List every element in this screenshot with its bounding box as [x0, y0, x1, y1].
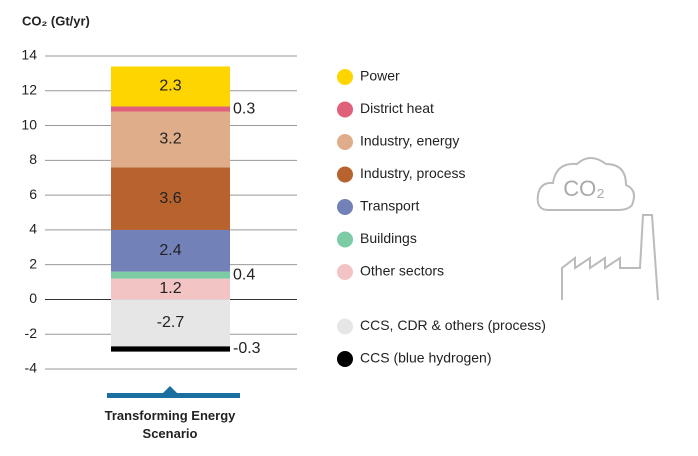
legend-swatch: [337, 101, 353, 118]
y-tick-label: 2: [29, 255, 37, 271]
icon-label: CO₂: [563, 176, 605, 201]
bar-segment: [111, 229, 230, 272]
legend-swatch: [337, 69, 353, 85]
legend-label: Power: [360, 68, 400, 84]
bar-segment: [111, 271, 230, 279]
legend-label: CCS, CDR & others (process): [360, 317, 546, 333]
y-tick-label: 6: [29, 186, 37, 202]
legend-swatch: [337, 318, 353, 335]
data-label: 1.2: [159, 280, 181, 297]
data-label: 0.4: [233, 266, 255, 283]
y-tick-label: 10: [21, 116, 37, 132]
legend-label: Other sectors: [360, 263, 444, 279]
y-tick-label: -2: [25, 325, 38, 341]
legend-swatch: [337, 231, 353, 248]
x-tick-label: Transforming Energy Scenario: [104, 408, 236, 441]
bar-segment: [111, 299, 230, 347]
bar-segment: [111, 167, 230, 230]
bar-segment: [111, 278, 230, 300]
data-label: 2.4: [159, 242, 181, 259]
bar-segment: [111, 111, 230, 168]
y-tick-label: 0: [29, 290, 37, 306]
data-label: 0.3: [233, 100, 255, 117]
data-label: 3.2: [159, 131, 181, 148]
data-label: -2.7: [157, 314, 185, 331]
category-marker: [163, 386, 177, 393]
legend-swatch: [337, 134, 353, 150]
legend-label: Industry, energy: [360, 133, 459, 149]
legend-label: Industry, process: [360, 165, 466, 181]
category-bar: [107, 393, 240, 398]
y-axis-label: CO₂ (Gt/yr): [22, 13, 90, 28]
legend-label: Buildings: [360, 230, 417, 246]
legend-swatch: [337, 264, 353, 280]
legend-label: District heat: [360, 100, 434, 116]
legend-swatch: [337, 166, 353, 183]
co2-icon: [536, 157, 659, 301]
bar-segment: [111, 346, 230, 352]
legend-label: Transport: [360, 198, 420, 214]
legend-label: CCS (blue hydrogen): [360, 350, 492, 366]
data-label: 3.6: [159, 190, 181, 207]
y-tick-label: 8: [29, 151, 37, 167]
y-tick-label: -4: [25, 360, 38, 376]
legend-swatch: [337, 351, 353, 367]
y-tick-label: 14: [21, 47, 37, 63]
data-label: 2.3: [159, 78, 181, 95]
bar-segment: [111, 106, 230, 112]
y-tick-label: 4: [29, 221, 37, 237]
bar-segment: [111, 66, 230, 107]
data-label: -0.3: [233, 340, 261, 357]
y-tick-label: 12: [21, 81, 37, 97]
legend-swatch: [337, 199, 353, 215]
